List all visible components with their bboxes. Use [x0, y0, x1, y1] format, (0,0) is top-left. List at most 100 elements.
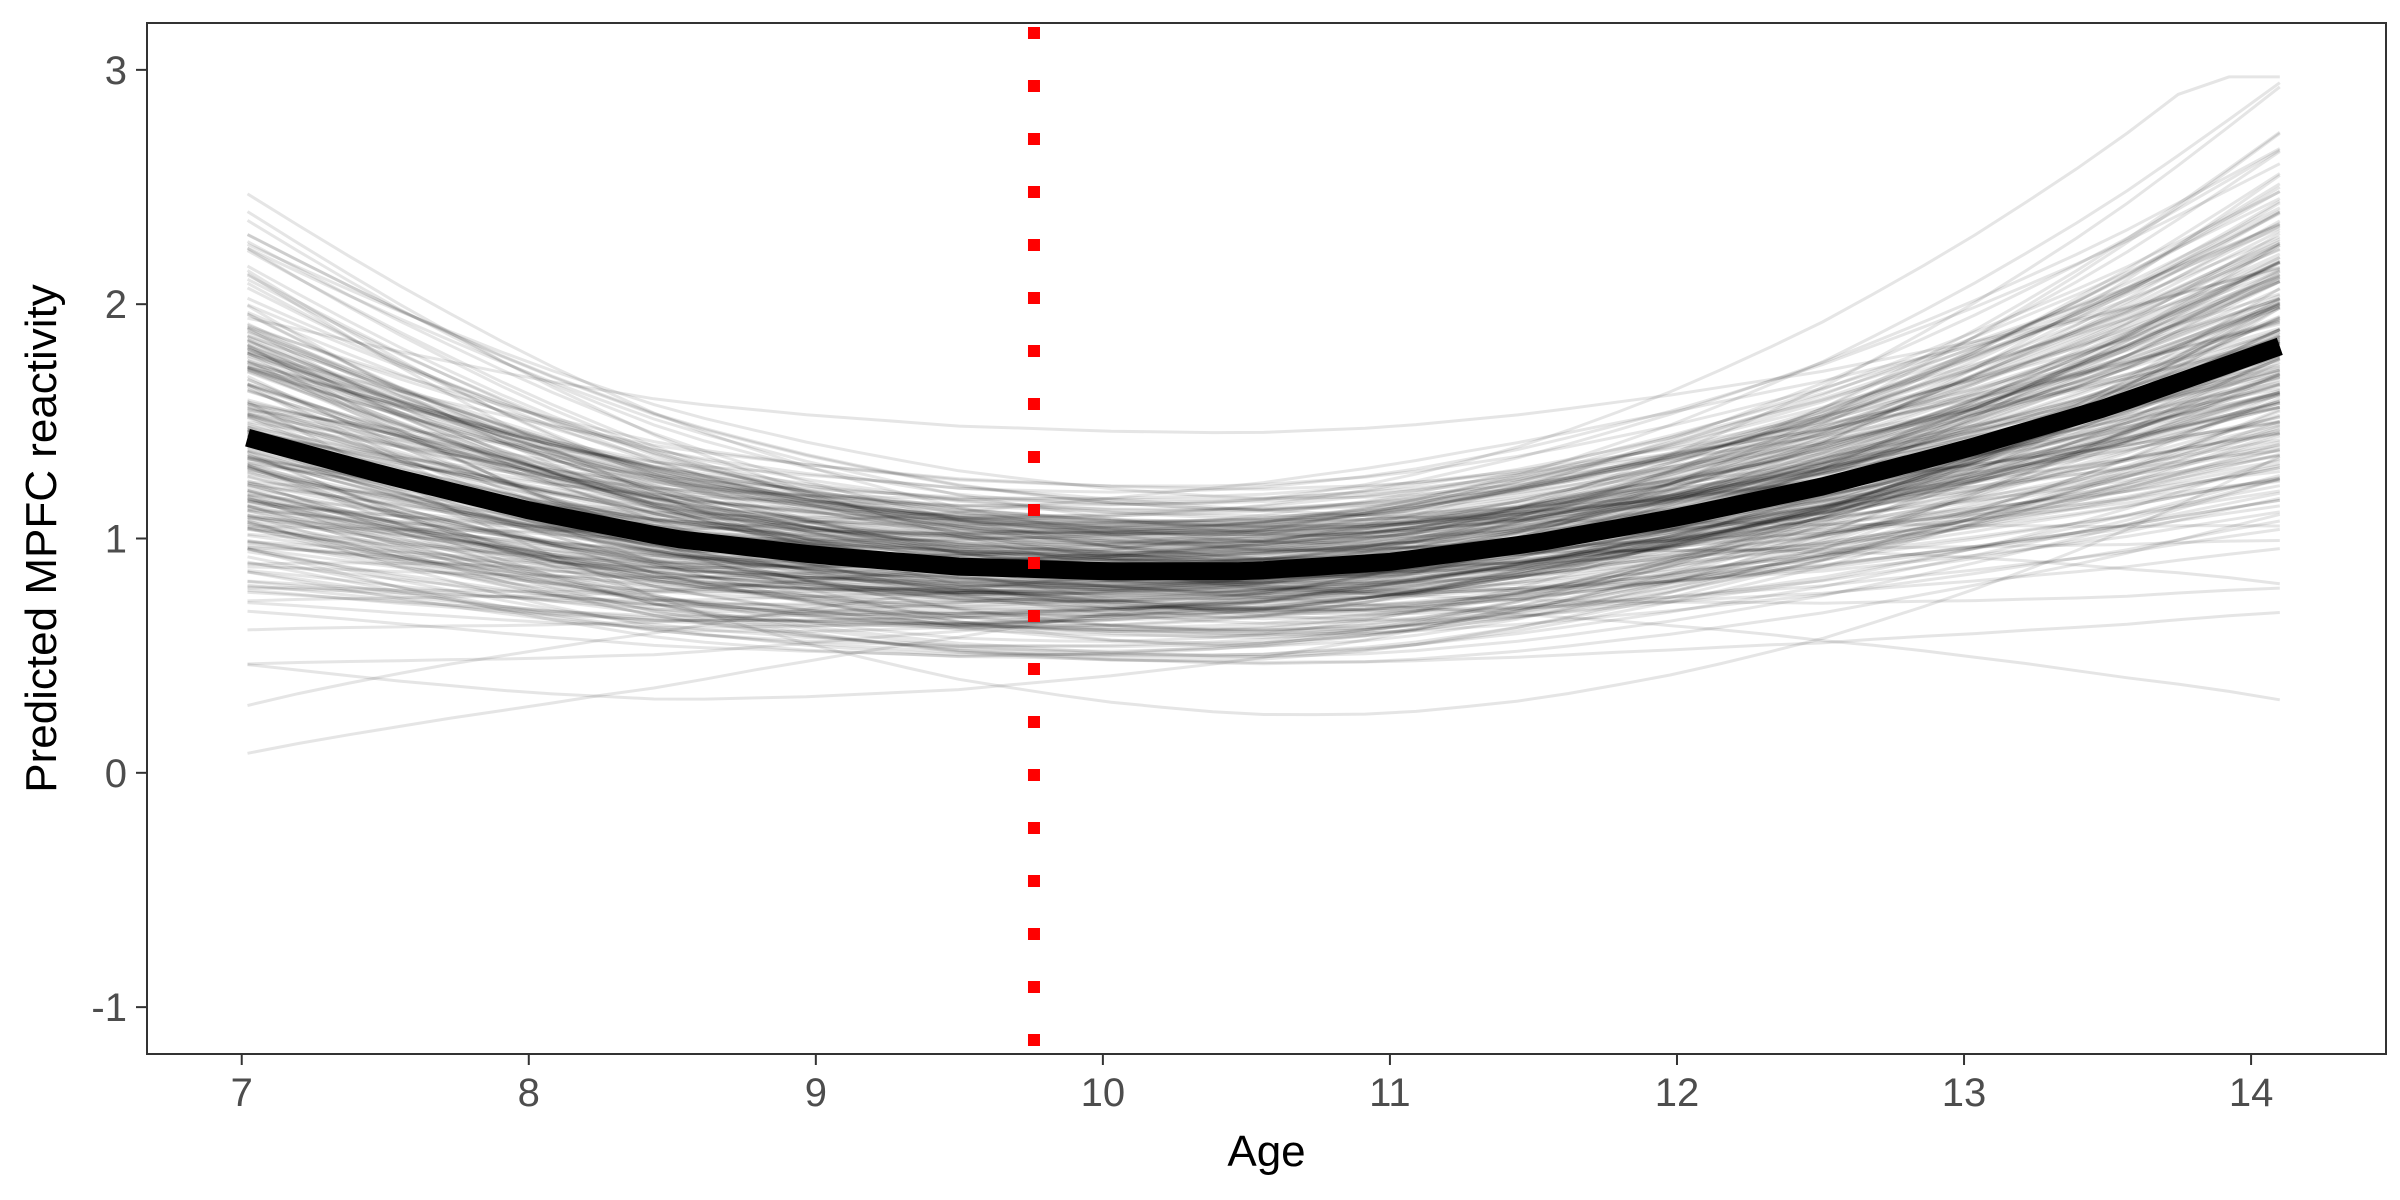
sample-curve	[246, 212, 2281, 548]
sample-curve	[247, 365, 2281, 549]
sample-curve	[247, 360, 2281, 566]
sample-curve	[246, 272, 2281, 621]
sample-curve	[246, 318, 2281, 562]
x-tick-label: 9	[805, 1071, 827, 1115]
sample-curve	[246, 209, 2281, 523]
sample-curve	[246, 237, 2281, 546]
sample-curve	[247, 226, 2281, 560]
sample-curve	[246, 210, 2281, 511]
sample-curve	[247, 348, 2281, 653]
sample-curve	[246, 199, 2281, 544]
sample-curve	[246, 313, 2281, 592]
sample-curve	[247, 222, 2281, 488]
sample-curve	[247, 382, 2281, 616]
sample-curve	[246, 344, 2281, 588]
sample-curve	[247, 368, 2281, 565]
sample-curve	[246, 329, 2281, 551]
sample-curve	[247, 345, 2281, 537]
sample-curve	[247, 315, 2281, 609]
x-tick-label: 7	[231, 1071, 253, 1115]
y-tick-label: 3	[105, 49, 127, 93]
sample-curve	[247, 425, 2281, 634]
sample-curve	[246, 174, 2281, 594]
sample-curve	[247, 298, 2281, 563]
sample-curve	[247, 382, 2281, 594]
sample-curve	[246, 241, 2281, 611]
sample-curve	[246, 301, 2281, 645]
sample-curve	[247, 320, 2281, 528]
sample-curve	[246, 400, 2281, 717]
sample-curve	[246, 294, 2281, 534]
sample-curve	[246, 305, 2281, 632]
sample-curve	[246, 338, 2281, 625]
sample-curve	[247, 493, 2281, 613]
sample-curve	[246, 261, 2281, 563]
sample-curve	[246, 162, 2281, 494]
sample-curve	[247, 424, 2281, 605]
sample-curve	[247, 296, 2281, 533]
sample-curve	[246, 210, 2281, 596]
sample-curve	[247, 303, 2281, 597]
sample-curve	[247, 415, 2281, 666]
sample-curve	[247, 390, 2281, 593]
sample-curve	[247, 419, 2281, 518]
sample-curve	[247, 242, 2281, 525]
sample-curve	[247, 498, 2281, 611]
sample-curve	[247, 363, 2281, 603]
sample-curve	[247, 410, 2280, 605]
sample-curve	[247, 390, 2281, 596]
sample-curve	[247, 331, 2281, 511]
sample-curve	[247, 419, 2281, 638]
sample-curve	[247, 341, 2281, 535]
sample-curve	[247, 190, 2281, 536]
sample-curve	[247, 473, 2281, 632]
sample-curve	[247, 519, 2281, 637]
sample-curve	[246, 232, 2281, 627]
sample-curve	[247, 504, 2281, 602]
sample-curve	[246, 192, 2281, 552]
sample-curve	[246, 272, 2281, 563]
sample-curve	[247, 405, 2281, 544]
sample-curve	[247, 477, 2281, 657]
sample-curve	[247, 405, 2281, 570]
sample-curve	[246, 201, 2281, 562]
sample-curve	[247, 469, 2281, 598]
sample-curve	[247, 454, 2281, 618]
sample-curve	[246, 75, 2280, 506]
sample-curve	[247, 229, 2281, 634]
sample-curve	[247, 261, 2281, 611]
sample-curve	[247, 432, 2281, 613]
sample-curve	[247, 431, 2281, 649]
sample-curve	[247, 382, 2281, 623]
sample-curve	[247, 449, 2280, 755]
sample-curve	[246, 182, 2281, 566]
sample-curve	[246, 219, 2281, 558]
sample-curve	[247, 413, 2281, 649]
sample-curve	[247, 340, 2281, 614]
sample-curve	[247, 486, 2280, 613]
sample-curve	[247, 393, 2281, 602]
sample-curve	[247, 269, 2281, 525]
x-tick-label: 13	[1942, 1071, 1987, 1115]
x-axis: 7 8 9 10 11 12 13 14	[231, 1054, 2273, 1115]
sample-curve	[247, 297, 2281, 530]
sample-curve	[246, 206, 2281, 513]
y-tick-label: -1	[91, 986, 127, 1030]
sample-curve	[246, 260, 2281, 545]
sample-curve	[247, 498, 2281, 616]
y-tick-label: 1	[105, 518, 127, 562]
sample-curve	[247, 466, 2281, 625]
sample-curve	[247, 305, 2281, 556]
sample-curve	[246, 334, 2281, 595]
sample-curve	[247, 561, 2281, 702]
sample-curve	[247, 512, 2281, 666]
sample-curve	[247, 306, 2281, 657]
x-tick-label: 12	[1655, 1071, 1700, 1115]
sample-curve	[247, 373, 2281, 542]
sample-curve	[247, 390, 2281, 623]
x-tick-label: 10	[1081, 1071, 1126, 1115]
sample-curve	[247, 375, 2281, 628]
sample-curve	[246, 396, 2281, 636]
sample-curve	[247, 366, 2281, 543]
